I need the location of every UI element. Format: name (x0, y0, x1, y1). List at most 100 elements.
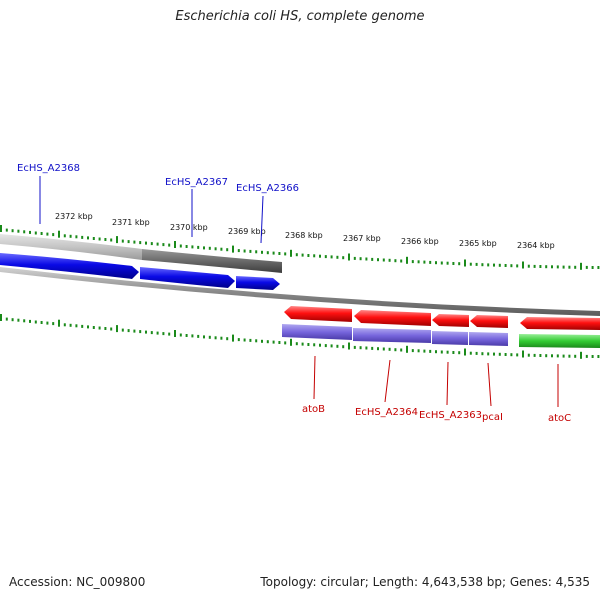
ruler-minor-tick (498, 352, 501, 356)
ruler-minor-tick (377, 347, 379, 351)
leader-lines-bottom (313, 355, 559, 407)
ruler-major-tick (116, 236, 118, 244)
ruler-minor-tick (29, 319, 31, 323)
ruler-minor-tick (440, 350, 443, 354)
ruler-minor-tick (591, 266, 594, 269)
ruler-minor-tick (295, 253, 298, 257)
ruler-minor-tick (319, 254, 321, 258)
ruler-minor-tick (493, 263, 495, 267)
ruler-minor-tick (261, 250, 263, 254)
ruler-minor-tick (359, 257, 362, 261)
ruler-minor-tick (371, 346, 374, 350)
ruler-minor-tick (249, 338, 252, 342)
ruler-minor-tick (307, 254, 310, 257)
ruler-minor-tick (203, 335, 205, 339)
ruler-minor-tick (203, 246, 205, 250)
ruler-minor-tick (330, 344, 333, 348)
gene-arrow-atoc[interactable] (520, 317, 600, 330)
ruler-minor-tick (255, 250, 258, 254)
gene-label-pcai[interactable]: pcaI (482, 412, 503, 423)
ruler-minor-tick (597, 266, 600, 269)
upper-track-dark (142, 249, 282, 273)
gene-label-echs-a2368[interactable]: EcHS_A2368 (17, 163, 80, 174)
ruler-minor-tick (481, 263, 484, 267)
gene-arrow-echs-a2364[interactable] (354, 310, 431, 326)
ruler-minor-tick (261, 339, 263, 343)
ruler-minor-tick (104, 238, 107, 241)
ruler-minor-tick (69, 323, 72, 327)
ruler-minor-tick (469, 351, 472, 355)
gene-label-echs-a2363[interactable]: EcHS_A2363 (419, 410, 482, 421)
ruler-minor-tick (545, 354, 548, 358)
ruler-minor-tick (591, 355, 594, 358)
gene-arrow-pcai[interactable] (470, 315, 508, 328)
ruler-minor-tick (150, 242, 153, 246)
ruler-minor-tick (226, 337, 229, 341)
gene-label-echs-a2367[interactable]: EcHS_A2367 (165, 177, 228, 188)
ruler-major-tick (0, 225, 2, 232)
ruler-minor-tick (301, 253, 304, 257)
gene-label-echs-a2364[interactable]: EcHS_A2364 (355, 407, 418, 418)
ruler-minor-tick (150, 331, 153, 335)
ruler-minor-tick (98, 237, 101, 241)
accession-text: Accession: NC_009800 (9, 575, 146, 589)
ruler-minor-tick (81, 235, 84, 239)
ruler-minor-tick (435, 261, 437, 265)
ruler-minor-tick (516, 264, 519, 268)
gene-arrow-atob[interactable] (284, 306, 352, 322)
scale-label: 2369 kbp (228, 227, 266, 236)
ruler-minor-tick (446, 350, 449, 354)
ruler-minor-tick (319, 343, 321, 347)
ruler-minor-tick (255, 339, 258, 343)
ruler-minor-tick (46, 321, 49, 325)
ruler-minor-tick (81, 324, 84, 328)
ruler-minor-tick (272, 251, 275, 255)
gene-label-atob[interactable]: atoB (302, 404, 325, 415)
ruler-minor-tick (249, 249, 252, 253)
ruler-minor-tick (527, 264, 530, 268)
ruler-minor-tick (562, 354, 565, 358)
ruler-minor-tick (342, 256, 345, 260)
gene-label-echs-a2366[interactable]: EcHS_A2366 (236, 183, 299, 194)
ruler-major-tick (464, 259, 466, 267)
ruler-minor-tick (533, 353, 536, 357)
ruler-minor-tick (191, 334, 194, 338)
ruler-minor-tick (429, 260, 432, 264)
ruler-minor-tick (353, 345, 356, 349)
ruler-minor-tick (214, 247, 217, 251)
ruler-minor-tick (556, 354, 559, 358)
ruler-minor-tick (5, 317, 8, 321)
ruler-minor-tick (121, 328, 124, 332)
ruler-minor-tick (435, 350, 437, 354)
ruler-major-tick (348, 253, 350, 261)
scale-label: 2368 kbp (285, 231, 323, 240)
ruler-minor-tick (301, 342, 304, 346)
gene-arrow-echs-a2368[interactable] (0, 253, 139, 279)
ruler-minor-tick (388, 347, 391, 351)
scale-label: 2366 kbp (401, 237, 439, 246)
ruler-minor-tick (487, 352, 490, 356)
gene-arrow-echs-a2366[interactable] (236, 276, 280, 290)
ruler-minor-tick (539, 354, 542, 357)
ruler-minor-tick (417, 260, 420, 264)
ruler-minor-tick (197, 334, 200, 338)
ruler-minor-tick (278, 252, 281, 255)
ruler-minor-tick (11, 229, 14, 233)
ruler-minor-tick (266, 340, 269, 344)
ruler-minor-tick (243, 249, 246, 253)
ruler-minor-tick (377, 258, 379, 262)
ruler-minor-tick (510, 353, 513, 357)
ruler-major-tick (464, 348, 466, 356)
gene-label-atoc[interactable]: atoC (548, 413, 571, 424)
ruler-minor-tick (516, 353, 519, 357)
ruler-minor-tick (539, 265, 542, 268)
ruler-minor-tick (388, 258, 391, 262)
upper-track-light (0, 234, 142, 260)
ruler-minor-tick (365, 346, 368, 350)
ruler-major-tick (290, 338, 292, 346)
ruler-minor-tick (266, 251, 269, 255)
gene-arrow-echs-a2367[interactable] (140, 267, 235, 288)
ruler-minor-tick (585, 265, 588, 269)
gene-arrow-echs-a2363[interactable] (432, 314, 469, 327)
ruler-minor-tick (185, 334, 188, 337)
